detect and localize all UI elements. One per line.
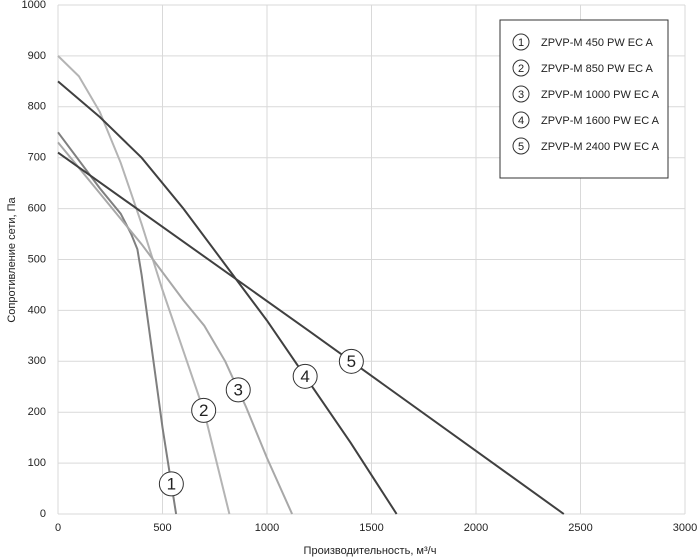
x-tick-label: 500 xyxy=(153,522,171,534)
curve-label-circle xyxy=(292,363,318,389)
legend-number: 5 xyxy=(518,141,524,153)
legend-circle xyxy=(512,59,530,77)
legend-number: 1 xyxy=(518,37,524,49)
legend-box xyxy=(499,19,669,179)
curve-label-circle xyxy=(338,348,364,374)
legend-label: ZPVP-M 450 PW EC A xyxy=(541,37,654,49)
curve-label: 3 xyxy=(234,380,243,399)
curve-label: 2 xyxy=(199,401,208,420)
legend-number: 3 xyxy=(518,89,524,101)
y-tick-label: 300 xyxy=(28,355,46,367)
series-line xyxy=(57,55,231,515)
curve-label: 1 xyxy=(167,474,176,493)
series-line xyxy=(57,151,565,515)
legend-label: ZPVP-M 850 PW EC A xyxy=(541,63,654,75)
y-tick-label: 700 xyxy=(28,152,46,164)
x-tick-label: 2000 xyxy=(464,522,488,534)
legend-circle xyxy=(512,137,530,155)
x-tick-label: 1500 xyxy=(359,522,383,534)
legend-label: ZPVP-M 2400 PW EC A xyxy=(541,141,660,153)
y-tick-label: 0 xyxy=(40,508,46,520)
x-tick-label: 0 xyxy=(55,522,61,534)
x-axis-title: Производительность, м³/ч xyxy=(304,545,437,557)
y-tick-label: 800 xyxy=(28,101,46,113)
y-tick-label: 400 xyxy=(28,304,46,316)
legend-number: 4 xyxy=(518,115,524,127)
legend-label: ZPVP-M 1000 PW EC A xyxy=(541,89,660,101)
y-tick-label: 500 xyxy=(28,253,46,265)
x-tick-label: 1000 xyxy=(255,522,279,534)
x-tick-label: 2500 xyxy=(568,522,592,534)
curve-label: 5 xyxy=(347,352,356,371)
x-tick-label: 3000 xyxy=(673,522,697,534)
series-line xyxy=(57,131,178,515)
y-tick-label: 600 xyxy=(28,203,46,215)
series-line xyxy=(57,80,398,515)
legend-label: ZPVP-M 1600 PW EC A xyxy=(541,115,660,127)
curve-label-circle xyxy=(158,471,184,497)
y-tick-label: 1000 xyxy=(22,0,46,11)
curve-label: 4 xyxy=(300,367,309,386)
series-line xyxy=(57,141,294,515)
curve-label-circle xyxy=(225,377,251,403)
legend-circle xyxy=(512,33,530,51)
y-tick-label: 900 xyxy=(28,50,46,62)
legend-number: 2 xyxy=(518,63,524,75)
y-tick-label: 100 xyxy=(28,457,46,469)
legend-circle xyxy=(512,85,530,103)
y-axis-title: Сопротивление сети, Па xyxy=(6,196,18,322)
legend-circle xyxy=(512,111,530,129)
y-tick-label: 200 xyxy=(28,406,46,418)
curve-label-circle xyxy=(191,397,217,423)
